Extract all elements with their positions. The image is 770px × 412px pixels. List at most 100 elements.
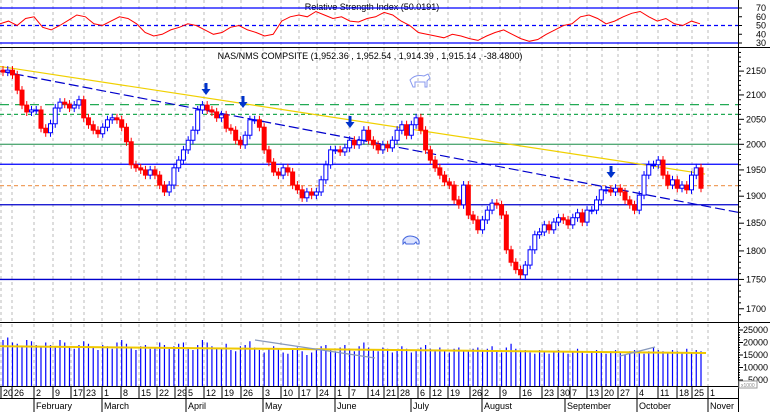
candle xyxy=(693,163,699,180)
date-tick-label: 6 xyxy=(420,388,425,398)
candle-body xyxy=(237,139,243,146)
date-tick-label: 23 xyxy=(544,388,554,398)
candle-body xyxy=(199,104,205,111)
candle-body xyxy=(456,199,462,206)
candle xyxy=(427,145,433,165)
candle xyxy=(627,195,633,209)
candle xyxy=(275,167,281,180)
candle xyxy=(57,98,63,113)
candle xyxy=(157,171,163,190)
candle-body xyxy=(28,109,34,113)
candle xyxy=(636,191,642,215)
candle xyxy=(304,187,310,202)
candle-body xyxy=(138,167,144,171)
rsi-title: Relative Strength Index (50.0191) xyxy=(305,2,440,12)
candle-body xyxy=(347,139,353,149)
volume-tick-label: 15000 xyxy=(743,350,768,360)
candle-body xyxy=(442,174,448,183)
date-tick-label: 26 xyxy=(14,388,24,398)
volume-tick-label: 20000 xyxy=(743,338,768,348)
volume-trendline xyxy=(619,346,656,357)
candle-body xyxy=(275,171,281,176)
candle-body xyxy=(437,167,443,176)
candle xyxy=(119,115,125,132)
date-tick-label: 7 xyxy=(351,388,356,398)
candle xyxy=(356,136,362,149)
price-tick-label: 2050 xyxy=(746,114,766,124)
candle-body xyxy=(304,191,310,199)
candle-body xyxy=(81,99,87,119)
price-tick-label: 1800 xyxy=(746,246,766,256)
candle-body xyxy=(38,109,44,129)
candle xyxy=(328,145,334,169)
date-tick-label: 26 xyxy=(472,388,482,398)
candle-body xyxy=(570,217,576,226)
candle-body xyxy=(152,169,158,176)
date-tick-label: 16 xyxy=(522,388,532,398)
candle xyxy=(247,115,253,140)
candle-body xyxy=(351,139,357,146)
candle-body xyxy=(337,149,343,153)
candle-body xyxy=(679,184,685,189)
candle xyxy=(508,245,514,267)
candle xyxy=(280,163,286,180)
candle xyxy=(318,175,324,197)
candle xyxy=(394,126,400,145)
candle xyxy=(95,126,101,138)
date-tick-label: 19 xyxy=(224,388,234,398)
candle xyxy=(204,101,210,115)
unit-box xyxy=(738,380,758,389)
candle xyxy=(389,136,395,152)
candle-body xyxy=(204,104,210,111)
candle xyxy=(195,105,201,135)
candle xyxy=(313,187,319,200)
candle-body xyxy=(323,164,329,181)
date-tick-label: 9 xyxy=(502,388,507,398)
rsi-tick-label: 60 xyxy=(756,12,766,22)
candle-body xyxy=(503,214,509,251)
candle-body xyxy=(185,139,191,151)
candle-body xyxy=(499,204,505,216)
candle xyxy=(294,181,300,194)
rsi-panel: Relative Strength Index (50.0191) xyxy=(0,2,738,44)
candle xyxy=(332,145,338,154)
candle xyxy=(266,145,272,167)
candle xyxy=(670,175,676,190)
candle-body xyxy=(0,69,6,73)
candle xyxy=(47,119,53,137)
date-tick-label: 17 xyxy=(73,388,83,398)
candle-body xyxy=(123,126,129,143)
candle-body xyxy=(489,202,495,211)
candle xyxy=(546,220,552,234)
candle-body xyxy=(256,119,262,128)
candle-body xyxy=(660,159,666,176)
date-tick-label: 15 xyxy=(141,388,151,398)
candle-body xyxy=(318,179,324,193)
candle-body xyxy=(356,139,362,146)
rsi-tick-label: 70 xyxy=(756,3,766,13)
candle-body xyxy=(233,129,239,141)
candle xyxy=(109,113,115,124)
down-arrow-icon xyxy=(606,166,616,178)
date-tick-label: 14 xyxy=(370,388,380,398)
candle xyxy=(522,261,528,279)
candle xyxy=(465,181,471,220)
date-tick-label: 12 xyxy=(432,388,442,398)
month-label: August xyxy=(484,401,513,411)
candle-body xyxy=(475,219,481,231)
candle-body xyxy=(622,191,628,201)
candle-body xyxy=(71,104,77,109)
candle-body xyxy=(575,212,581,219)
candle xyxy=(698,163,704,193)
candle xyxy=(560,213,566,224)
candle xyxy=(608,185,614,197)
candle xyxy=(570,213,576,229)
candle-body xyxy=(309,191,315,196)
rsi-tick-label: 40 xyxy=(756,29,766,39)
bull-icon xyxy=(409,73,431,88)
candle-body xyxy=(494,202,500,206)
candle-body xyxy=(142,169,148,176)
candle-body xyxy=(546,224,552,231)
candle-body xyxy=(366,129,372,141)
